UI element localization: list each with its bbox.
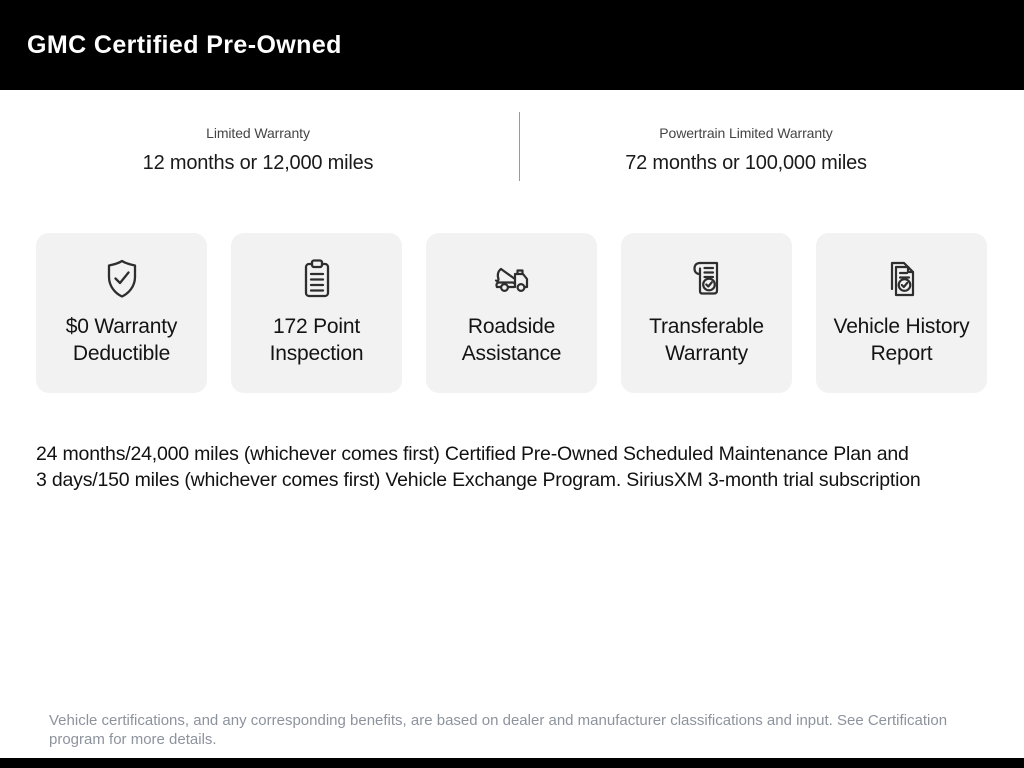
card-label: Vehicle History Report (833, 315, 970, 365)
description-line-1: 24 months/24,000 miles (whichever comes … (36, 443, 909, 465)
page-title: GMC Certified Pre-Owned (27, 30, 342, 59)
vertical-divider (519, 112, 520, 181)
bottom-bar (0, 758, 1024, 768)
tow-truck-icon (488, 255, 536, 303)
shield-check-icon (98, 255, 146, 303)
documents-check-icon (878, 255, 926, 303)
header-bar: GMC Certified Pre-Owned (0, 0, 1024, 90)
limited-warranty-value: 12 months or 12,000 miles (142, 152, 374, 174)
card-label: 172 Point Inspection (269, 315, 364, 365)
card-label: Roadside Assistance (461, 315, 562, 365)
card-roadside-assistance: Roadside Assistance (426, 233, 597, 393)
warranty-summary: Limited Warranty 12 months or 12,000 mil… (0, 90, 1024, 200)
clipboard-icon (293, 255, 341, 303)
description-line-2: 3 days/150 miles (whichever comes first)… (36, 469, 921, 491)
limited-warranty-block: Limited Warranty 12 months or 12,000 mil… (0, 90, 502, 200)
limited-warranty-label: Limited Warranty (206, 125, 310, 141)
card-label: Transferable Warranty (649, 315, 764, 365)
powertrain-warranty-label: Powertrain Limited Warranty (659, 125, 833, 141)
powertrain-warranty-value: 72 months or 100,000 miles (625, 152, 867, 174)
card-vehicle-history: Vehicle History Report (816, 233, 987, 393)
additional-benefits-text: 24 months/24,000 miles (whichever comes … (36, 441, 996, 493)
card-warranty-deductible: $0 Warranty Deductible (36, 233, 207, 393)
powertrain-warranty-block: Powertrain Limited Warranty 72 months or… (502, 90, 1024, 200)
card-point-inspection: 172 Point Inspection (231, 233, 402, 393)
document-check-icon (683, 255, 731, 303)
card-label: $0 Warranty Deductible (65, 315, 178, 365)
benefit-cards: $0 Warranty Deductible 172 Point Inspect… (36, 233, 987, 393)
certification-disclaimer: Vehicle certifications, and any correspo… (49, 712, 948, 748)
card-transferable-warranty: Transferable Warranty (621, 233, 792, 393)
